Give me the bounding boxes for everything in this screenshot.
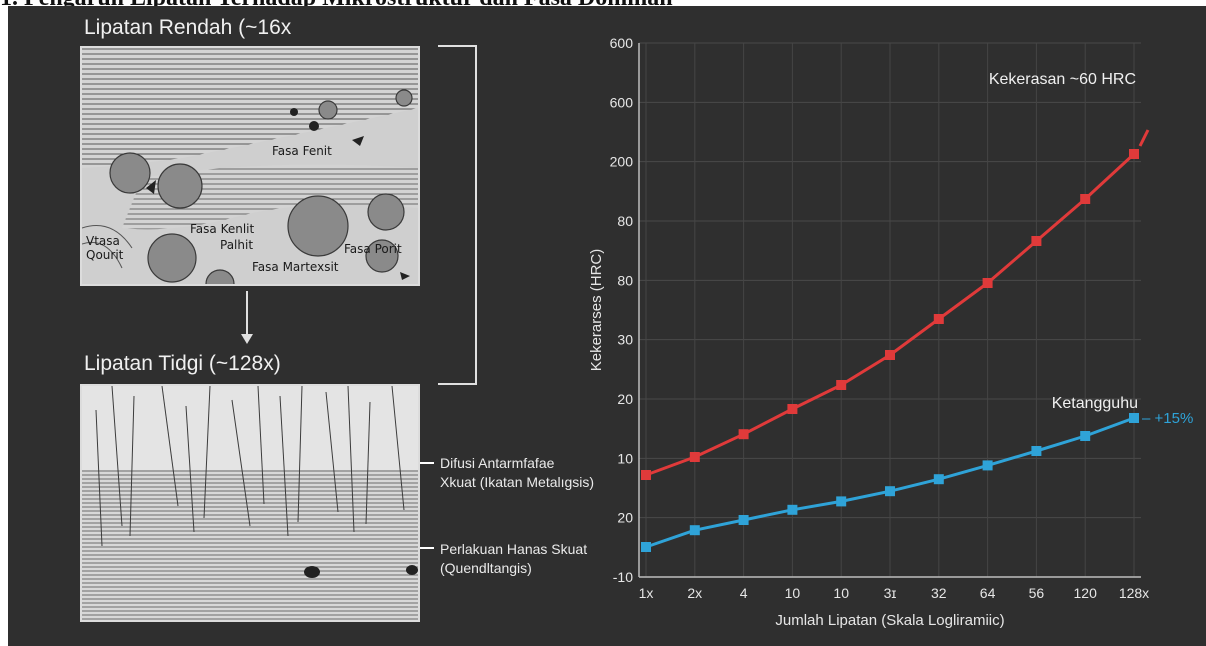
x-tick-label: 32: [931, 585, 947, 601]
figure-panel: Lipatan Rendah (~16x: [8, 6, 1206, 646]
hardness-toughness-chart: 600 600 200 80 80 30 20 10 20 -10 1x 2x 4 10 10 3ɪ 32 64 5…: [588, 35, 1193, 629]
x-tick-label: 56: [1029, 585, 1045, 601]
hardness-series-label: Kekerasan ~60 HRC: [989, 71, 1136, 88]
hardness-data-point: [738, 429, 749, 440]
toughness-data-point: [787, 504, 798, 515]
toughness-data-point: [1031, 446, 1042, 456]
hardness-data-point: [885, 350, 895, 360]
x-tick-label: 4: [740, 585, 748, 601]
phase-label-qourit: Qourit: [86, 248, 124, 262]
hardness-data-point: [1080, 194, 1091, 204]
hardness-data-point: [836, 380, 847, 390]
x-axis-label: Jumlah Lipatan (Skala Logliramiic): [775, 612, 1004, 629]
y-tick-label: 80: [617, 272, 633, 288]
toughness-increase-annotation: – +15%: [1142, 410, 1193, 427]
hardness-data-point: [982, 278, 993, 288]
toughness-data-point: [1080, 431, 1091, 441]
hardness-data-point: [1031, 236, 1042, 246]
down-arrow-icon: [241, 334, 253, 344]
x-tick-label: 1x: [639, 585, 654, 601]
y-axis-label: Kekerarses (HRC): [588, 249, 605, 372]
hardness-data-point: [933, 314, 944, 324]
toughness-data-point: [641, 542, 651, 552]
low-fold-micrograph-texture: [82, 48, 418, 284]
hardness-data-point: [787, 404, 798, 414]
page-title: 1. Pengaruh Lipatan Terhadap Mikrostrukt…: [0, 0, 1206, 8]
y-tick-label: 600: [610, 35, 634, 51]
toughness-data-point: [738, 515, 749, 525]
y-tick-label: 80: [617, 213, 633, 229]
hardness-data-point: [1129, 149, 1139, 159]
y-tick-label: -10: [613, 569, 633, 585]
x-tick-label: 3ɪ: [884, 585, 897, 601]
y-tick-label: 30: [617, 332, 633, 348]
toughness-data-point: [1129, 413, 1139, 423]
phase-label-porit: Fasa Porit: [344, 242, 402, 256]
y-tick-label: 20: [617, 510, 633, 526]
phase-label-fenit: Fasa Fenit: [272, 144, 332, 158]
x-tick-label: 10: [833, 585, 849, 601]
x-tick-label: 2x: [687, 585, 702, 601]
low-fold-heading: Lipatan Rendah (~16x: [84, 16, 292, 39]
y-tick-label: 600: [610, 94, 634, 110]
phase-label-kenlit: Fasa Kenlit: [190, 222, 255, 236]
toughness-data-point: [885, 486, 895, 497]
hardness-extension-dash: [1138, 129, 1150, 147]
phase-label-vtasa: Vtasa: [86, 234, 120, 248]
annotation-difusi-line2: Xkuat (Ikatan Metalıgsis): [440, 474, 595, 490]
annotation-perlakuan-line1: Perlakuan Hanas Skuat: [440, 541, 588, 557]
toughness-data-point: [933, 474, 944, 485]
annotation-perlakuan-line2: (Quendltangis): [440, 560, 532, 576]
y-tick-label: 10: [617, 450, 633, 466]
annotation-difusi-line1: Difusi Antarmfafae: [440, 455, 555, 471]
y-tick-label: 200: [610, 154, 634, 170]
high-fold-micrograph-texture: [82, 386, 418, 620]
hardness-data-point: [641, 470, 651, 480]
x-tick-label: 64: [980, 585, 996, 601]
y-tick-label: 20: [617, 391, 633, 407]
toughness-data-point: [836, 496, 847, 507]
x-tick-label: 120: [1074, 585, 1098, 601]
phase-label-palhit: Palhit: [220, 238, 254, 252]
bracket-line: [438, 45, 477, 385]
low-fold-micrograph: Fasa Fenit Fasa Kenlit Palhit Vtasa Qour…: [80, 46, 420, 286]
toughness-data-point: [982, 460, 993, 471]
x-tick-label: 10: [785, 585, 801, 601]
x-tick-label: 128x: [1119, 585, 1149, 601]
toughness-series-label: Ketangguhu: [1052, 395, 1138, 412]
high-fold-micrograph: [80, 384, 420, 622]
high-fold-heading: Lipatan Tidgi (~128x): [84, 352, 281, 375]
phase-label-martexsit: Fasa Martexsit: [252, 260, 339, 274]
hardness-data-point: [689, 452, 700, 462]
toughness-data-point: [689, 525, 700, 536]
